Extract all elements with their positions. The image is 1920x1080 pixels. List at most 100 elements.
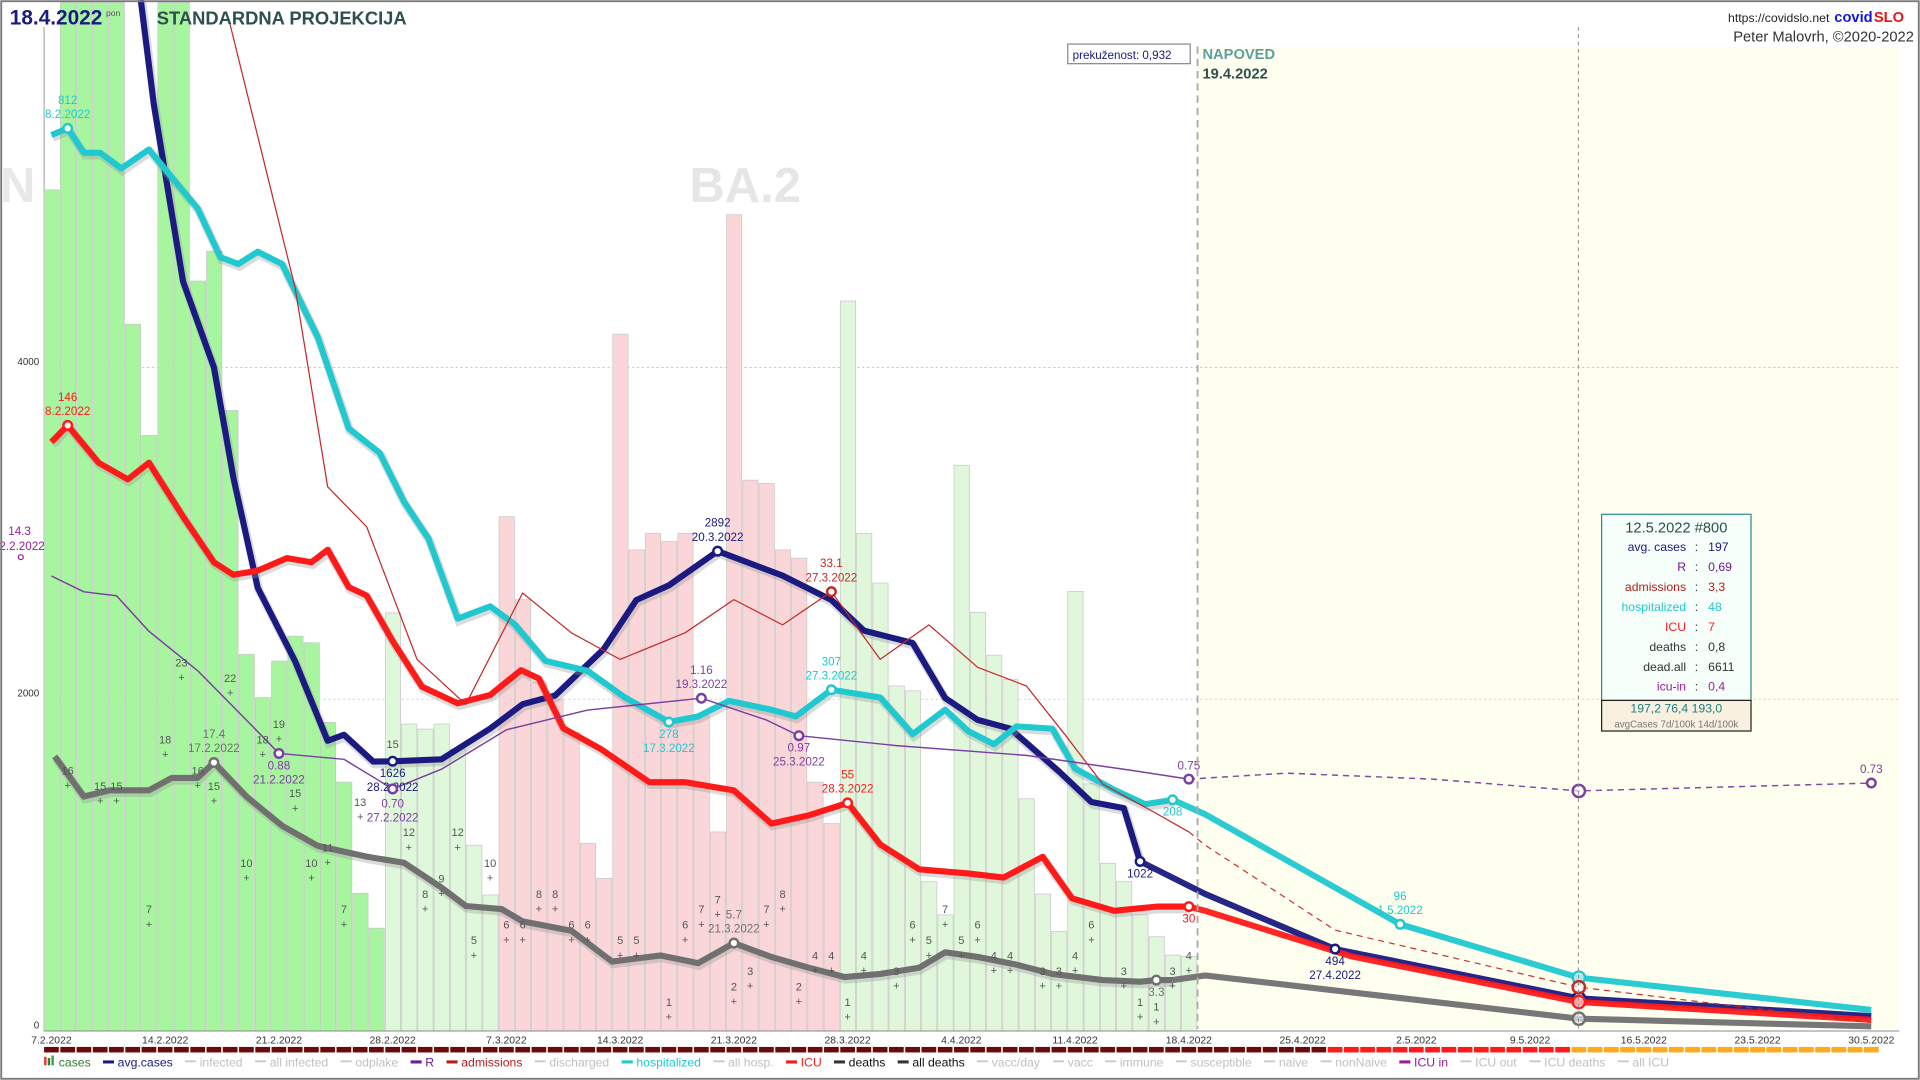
legend-item-cases[interactable]: cases xyxy=(44,1055,91,1070)
legend-item-deaths[interactable]: deaths xyxy=(833,1056,885,1070)
daily-death-label: 3 xyxy=(747,966,753,978)
daily-death-label: 15 xyxy=(387,739,399,751)
legend-label: avg.cases xyxy=(118,1056,173,1070)
cases-bar xyxy=(482,894,499,1032)
daily-death-label: 6 xyxy=(682,920,688,932)
legend-item-admissions[interactable]: admissions xyxy=(446,1056,523,1070)
legend-item-vacc-day[interactable]: vacc/day xyxy=(976,1056,1041,1070)
legend-item-icu-deaths[interactable]: ICU deaths xyxy=(1529,1056,1605,1070)
annotation-value: 0.75 xyxy=(1178,759,1201,772)
legend-item-discharged[interactable]: discharged xyxy=(534,1056,610,1070)
legend-item-icu-in[interactable]: ICU in xyxy=(1399,1056,1448,1070)
strip-cell xyxy=(450,1046,465,1053)
legend-item-all-infected[interactable]: all infected xyxy=(255,1056,328,1070)
x-tick-label: 16.5.2022 xyxy=(1621,1035,1667,1046)
legend-swatch xyxy=(1460,1060,1472,1063)
strip-cell xyxy=(824,1046,839,1053)
cases-bar xyxy=(352,892,369,1032)
tooltip-row-value: 0,4 xyxy=(1708,680,1725,694)
death-marker-plus: + xyxy=(194,780,200,792)
legend-item-all-hosp-[interactable]: all hosp. xyxy=(713,1056,774,1070)
annotation-value: 494 xyxy=(1325,955,1345,968)
daily-death-group: +1 xyxy=(1137,997,1143,1024)
r-line xyxy=(51,575,1189,790)
daily-death-group: +4 xyxy=(991,951,997,978)
legend-label: all ICU xyxy=(1632,1056,1669,1070)
death-marker-plus: + xyxy=(796,996,802,1008)
brand-slo: SLO xyxy=(1874,10,1904,26)
daily-death-group: +7 xyxy=(341,904,347,931)
strip-cell xyxy=(937,1046,953,1053)
death-marker-plus: + xyxy=(584,934,590,946)
icu-in-date: 2.2.2022 xyxy=(0,540,45,553)
legend-item-vacc[interactable]: vacc xyxy=(1053,1056,1093,1070)
annotation-label-group: 208 xyxy=(1163,806,1182,819)
strip-cell xyxy=(1685,1046,1700,1053)
legend-item-icu-out[interactable]: ICU out xyxy=(1460,1056,1517,1070)
strip-cell xyxy=(1165,1046,1180,1053)
daily-death-group: +11 xyxy=(322,842,333,869)
annotation-point xyxy=(387,783,399,795)
death-marker-plus: + xyxy=(519,934,525,946)
annotation-date: 21.2.2022 xyxy=(253,773,305,786)
x-tick-label: 14.3.2022 xyxy=(597,1035,643,1046)
daily-death-label: 5 xyxy=(617,935,623,947)
strip-cell xyxy=(499,1046,514,1053)
daily-death-label: 2 xyxy=(796,981,802,993)
daily-death-group: +7 xyxy=(698,904,704,931)
annotation-date: 17.2.2022 xyxy=(188,742,240,755)
legend-swatch xyxy=(1320,1060,1332,1063)
legend-item-naive[interactable]: naive xyxy=(1264,1056,1308,1070)
legend-item-icu[interactable]: ICU xyxy=(785,1056,822,1070)
strip-cell xyxy=(645,1046,660,1053)
daily-death-label: 7 xyxy=(715,894,721,906)
legend-item-avg-cases[interactable]: avg.cases xyxy=(102,1056,173,1070)
legend-label: ICU in xyxy=(1414,1056,1448,1070)
legend-label: ICU out xyxy=(1475,1056,1517,1070)
legend-label: cases xyxy=(59,1056,91,1070)
tooltip-row-colon: : xyxy=(1695,580,1698,594)
legend-item-susceptible[interactable]: susceptible xyxy=(1175,1056,1252,1070)
strip-cell xyxy=(352,1046,368,1053)
legend-item-odplake[interactable]: odplake xyxy=(340,1056,399,1070)
legend-item-all-deaths[interactable]: all deaths xyxy=(897,1056,965,1070)
daily-death-group: +7 xyxy=(146,904,152,931)
legend-label: admissions xyxy=(461,1056,522,1070)
forecast-confidence-strip xyxy=(44,1046,1879,1053)
tooltip-row-label: hospitalized xyxy=(1621,600,1686,614)
daily-death-group: +4 xyxy=(1007,951,1013,978)
daily-death-group: +9 xyxy=(438,873,444,900)
legend-item-nonnaive[interactable]: nonNaive xyxy=(1320,1056,1388,1070)
source-url[interactable]: https://covidslo.net xyxy=(1728,11,1830,25)
strip-cell xyxy=(954,1046,969,1053)
daily-death-group: +4 xyxy=(828,951,834,978)
daily-death-label: 1 xyxy=(1153,1002,1159,1014)
annotation-point xyxy=(1865,777,1877,789)
cases-bar xyxy=(839,300,856,1032)
death-marker-plus: + xyxy=(926,950,932,962)
strip-cell xyxy=(726,1046,742,1053)
annotation-date: 21.3.2022 xyxy=(708,923,760,936)
strip-cell xyxy=(1019,1046,1034,1053)
legend-item-immune[interactable]: immune xyxy=(1105,1056,1164,1070)
legend-item-r[interactable]: R xyxy=(410,1056,435,1070)
legend-swatch xyxy=(340,1060,352,1063)
annotation-point xyxy=(208,757,220,769)
annotation-label-group: 30 xyxy=(1182,913,1195,926)
legend-item-infected[interactable]: infected xyxy=(185,1056,243,1070)
strip-cell xyxy=(629,1046,644,1053)
legend-item-hospitalized[interactable]: hospitalized xyxy=(621,1056,702,1070)
tooltip-row-label: dead.all xyxy=(1643,660,1686,674)
daily-death-label: 12 xyxy=(403,827,415,839)
daily-death-group: +22 xyxy=(224,673,236,700)
death-marker-plus: + xyxy=(633,950,639,962)
cases-bar xyxy=(368,927,385,1032)
tooltip-row-colon: : xyxy=(1695,660,1698,674)
death-marker-plus: + xyxy=(243,873,249,885)
legend-item-all-icu[interactable]: all ICU xyxy=(1617,1056,1669,1070)
icu-cursor-marker xyxy=(1571,994,1587,1010)
annotation-date: 17.3.2022 xyxy=(643,742,695,755)
legend-label: naive xyxy=(1279,1056,1308,1070)
death-marker-plus: + xyxy=(698,919,704,931)
